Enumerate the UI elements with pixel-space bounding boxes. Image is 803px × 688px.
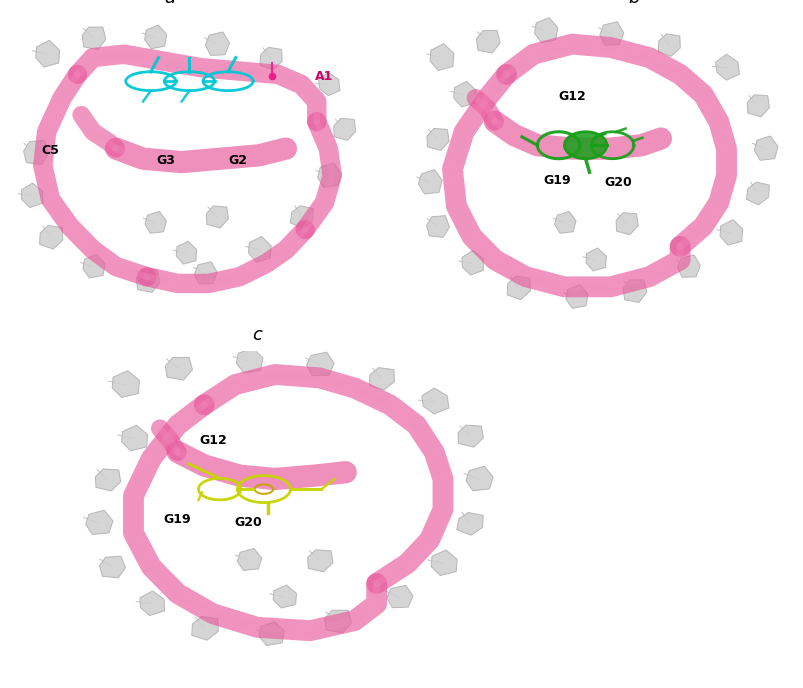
Polygon shape — [458, 425, 483, 447]
Polygon shape — [677, 255, 699, 277]
Polygon shape — [176, 241, 197, 264]
Polygon shape — [86, 510, 112, 535]
Polygon shape — [308, 550, 332, 572]
Polygon shape — [564, 132, 606, 159]
Text: b: b — [627, 0, 638, 7]
Polygon shape — [746, 95, 768, 117]
Polygon shape — [290, 206, 313, 228]
Polygon shape — [745, 182, 768, 205]
Polygon shape — [273, 585, 296, 608]
Polygon shape — [622, 280, 646, 303]
Text: C5: C5 — [42, 144, 59, 157]
Polygon shape — [39, 226, 63, 249]
Polygon shape — [453, 81, 476, 107]
Polygon shape — [317, 163, 340, 187]
Polygon shape — [22, 183, 43, 208]
Text: G3: G3 — [157, 154, 176, 167]
Polygon shape — [145, 25, 166, 49]
Polygon shape — [259, 622, 284, 645]
Text: G12: G12 — [557, 90, 585, 103]
Polygon shape — [191, 616, 218, 641]
Polygon shape — [719, 219, 742, 245]
Text: G20: G20 — [604, 176, 631, 189]
Polygon shape — [140, 591, 165, 616]
Polygon shape — [507, 276, 530, 300]
Polygon shape — [462, 250, 483, 275]
Text: G19: G19 — [164, 513, 191, 526]
Polygon shape — [418, 170, 442, 194]
Polygon shape — [83, 255, 105, 278]
Polygon shape — [23, 140, 49, 164]
Polygon shape — [476, 30, 499, 53]
Polygon shape — [430, 43, 454, 70]
Polygon shape — [112, 371, 139, 398]
Polygon shape — [456, 513, 483, 535]
Polygon shape — [615, 213, 638, 235]
Text: G20: G20 — [234, 516, 262, 529]
Text: A1: A1 — [315, 69, 333, 83]
Polygon shape — [236, 348, 263, 373]
Polygon shape — [36, 41, 59, 67]
Polygon shape — [100, 556, 125, 578]
Text: G12: G12 — [199, 433, 226, 447]
Polygon shape — [194, 261, 217, 284]
Polygon shape — [534, 18, 557, 43]
Polygon shape — [585, 248, 605, 271]
Polygon shape — [165, 358, 192, 380]
Polygon shape — [237, 548, 262, 570]
Polygon shape — [206, 206, 228, 228]
Text: G2: G2 — [228, 154, 247, 167]
Polygon shape — [206, 32, 229, 56]
Polygon shape — [324, 610, 351, 633]
Polygon shape — [248, 237, 271, 262]
Polygon shape — [426, 215, 449, 237]
Text: a: a — [165, 0, 175, 7]
Polygon shape — [430, 550, 457, 576]
Polygon shape — [565, 285, 587, 308]
Polygon shape — [426, 129, 449, 151]
Polygon shape — [136, 270, 160, 292]
Polygon shape — [96, 469, 120, 491]
Polygon shape — [306, 352, 334, 376]
Polygon shape — [82, 27, 106, 50]
Polygon shape — [259, 47, 282, 69]
Polygon shape — [715, 54, 739, 80]
Polygon shape — [658, 34, 679, 56]
Polygon shape — [422, 388, 448, 414]
Polygon shape — [753, 136, 777, 160]
Polygon shape — [599, 22, 623, 45]
Polygon shape — [369, 367, 394, 390]
Polygon shape — [333, 118, 356, 140]
Text: G19: G19 — [542, 174, 570, 187]
Polygon shape — [554, 211, 575, 233]
Polygon shape — [318, 72, 340, 96]
Polygon shape — [466, 466, 492, 491]
Polygon shape — [121, 425, 148, 451]
Polygon shape — [386, 585, 413, 608]
Text: c: c — [252, 326, 262, 344]
Polygon shape — [145, 211, 166, 233]
